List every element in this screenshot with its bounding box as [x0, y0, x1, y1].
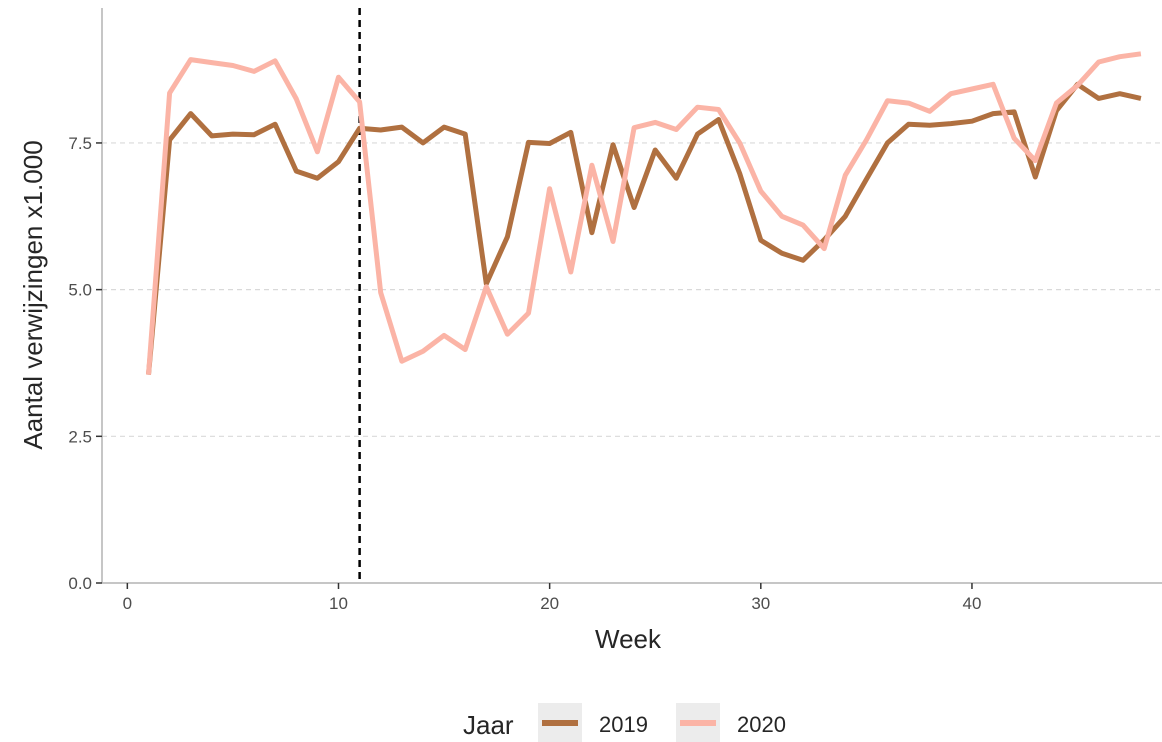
series-line-2019	[146, 81, 1142, 375]
y-tick-label: 2.5	[68, 427, 92, 446]
grid-lines	[102, 142, 1162, 437]
x-tick-label: 30	[751, 594, 770, 613]
series-line-2020	[146, 51, 1142, 375]
x-tick-label: 10	[329, 594, 348, 613]
x-axis-title: Week	[595, 624, 662, 654]
y-tick-label: 0.0	[68, 574, 92, 593]
axes	[101, 8, 1162, 584]
legend-title: Jaar	[463, 710, 514, 740]
legend-label-2019: 2019	[599, 712, 648, 737]
y-tick-label: 5.0	[68, 281, 92, 300]
y-axis-title: Aantal verwijzingen x1.000	[18, 140, 48, 449]
legend: Jaar 2019 2020	[463, 703, 786, 742]
x-axis-ticks: 01020304050	[123, 583, 981, 613]
x-tick-label: 20	[540, 594, 559, 613]
legend-label-2020: 2020	[737, 712, 786, 737]
x-tick-label: 40	[962, 594, 981, 613]
y-axis-ticks: 0.0 2.5 5.0 7.5	[68, 134, 102, 593]
y-tick-label: 7.5	[68, 134, 92, 153]
series-lines	[146, 51, 1142, 375]
x-tick-label: 0	[123, 594, 132, 613]
